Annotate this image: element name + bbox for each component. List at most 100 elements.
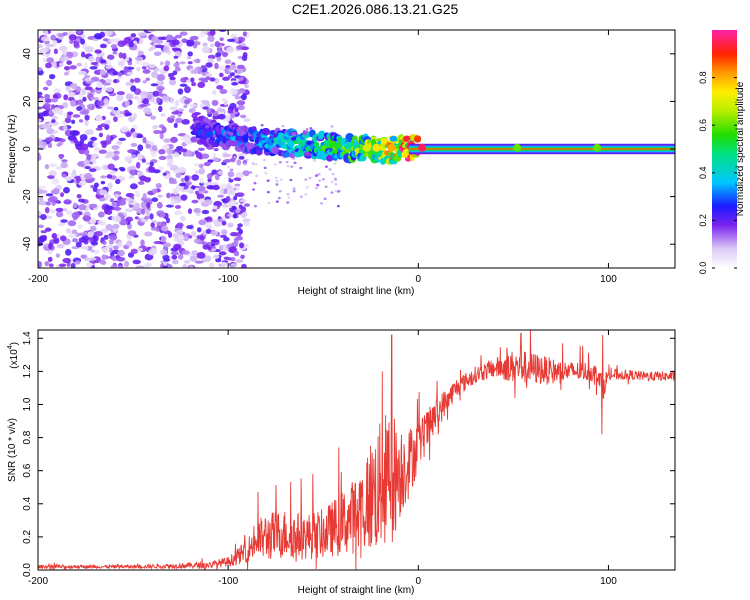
noise-cell [238, 76, 244, 81]
noise-cell [69, 65, 77, 70]
noise-cell [38, 224, 44, 228]
noise-cell [63, 72, 70, 76]
noise-cell [200, 153, 210, 159]
noise-cell [80, 143, 89, 151]
noise-cell [194, 67, 199, 74]
noise-cell [203, 182, 210, 186]
noise-cell [141, 158, 146, 163]
noise-cell [103, 98, 109, 105]
x-tick-label: 100 [600, 274, 617, 285]
noise-cell [113, 245, 119, 250]
noise-cell [47, 175, 55, 179]
noise-cell [105, 223, 113, 231]
noise-cell [163, 65, 170, 72]
noise-cell [84, 74, 91, 79]
noise-cell [177, 88, 184, 95]
noise-cell [321, 178, 325, 181]
noise-cell [263, 166, 267, 170]
noise-cell [171, 39, 180, 46]
noise-cell [245, 158, 249, 162]
noise-cell [177, 253, 184, 260]
noise-cell [45, 215, 53, 219]
signal-cell [389, 135, 398, 142]
noise-cell [235, 202, 239, 205]
noise-cell [336, 190, 340, 193]
noise-cell [59, 192, 65, 198]
noise-cell [99, 43, 107, 49]
noise-cell [126, 71, 134, 76]
noise-cell [160, 225, 169, 232]
noise-cell [149, 213, 154, 220]
noise-cell [97, 211, 105, 218]
noise-cell [113, 106, 119, 111]
noise-cell [40, 214, 47, 220]
noise-cell [266, 190, 270, 194]
noise-cell [191, 174, 200, 181]
noise-cell [212, 184, 220, 191]
heatmap-y-ticks: -40 -20 0 20 40 [22, 48, 675, 251]
noise-cell [109, 234, 118, 241]
noise-cell [244, 203, 251, 207]
noise-cell [91, 241, 99, 246]
noise-cell [147, 249, 157, 256]
noise-cell [173, 152, 180, 158]
noise-cell [176, 222, 184, 228]
noise-cell [42, 86, 49, 91]
noise-cell [113, 79, 118, 84]
noise-cell [202, 106, 209, 110]
noise-cell [132, 131, 137, 139]
noise-cell [220, 183, 228, 189]
x-tick-label: 100 [600, 576, 617, 587]
noise-cell [115, 216, 122, 223]
noise-cell [236, 67, 244, 74]
noise-cell [230, 64, 237, 71]
noise-cell [168, 143, 174, 150]
noise-cell [125, 100, 130, 107]
noise-cell [212, 208, 217, 213]
noise-cell [84, 86, 93, 91]
noise-cell [38, 112, 47, 117]
noise-cell [148, 47, 154, 52]
noise-cell [207, 35, 215, 42]
colorbar-tick-label: 0.2 [698, 214, 708, 227]
noise-cell [45, 193, 54, 197]
noise-cell [95, 127, 103, 131]
signal-cell [283, 151, 291, 158]
noise-cell [60, 219, 68, 223]
noise-cell [285, 160, 289, 164]
noise-cell [236, 100, 246, 106]
signal-cell [326, 154, 334, 162]
noise-cell [223, 236, 230, 242]
noise-cell [119, 167, 126, 172]
noise-cell [74, 260, 81, 265]
noise-cell [170, 115, 176, 119]
noise-cell [61, 173, 67, 178]
noise-cell [195, 212, 201, 217]
noise-cell [87, 257, 97, 261]
noise-cell [245, 173, 249, 177]
noise-cell [193, 43, 198, 49]
noise-cell [102, 85, 107, 91]
noise-cell [84, 114, 90, 121]
noise-cell [201, 46, 211, 54]
noise-cell [145, 111, 153, 115]
noise-cell [211, 157, 220, 162]
noise-cell [188, 265, 194, 268]
noise-cell [110, 265, 117, 268]
noise-cell [260, 124, 264, 127]
snr-scale-text: (x10 [9, 349, 20, 369]
noise-cell [61, 159, 68, 163]
heatmap-x-ticks: -200 -100 0 100 [28, 30, 617, 285]
noise-cell [299, 195, 303, 198]
noise-cell [137, 144, 144, 152]
noise-cell [193, 163, 200, 167]
noise-cell [165, 217, 171, 224]
noise-cell [47, 256, 53, 262]
noise-cell [236, 45, 243, 51]
noise-cell [216, 85, 224, 90]
noise-cell [104, 205, 113, 210]
noise-cell [38, 91, 43, 96]
noise-cell [112, 51, 118, 55]
noise-cell [190, 230, 197, 237]
